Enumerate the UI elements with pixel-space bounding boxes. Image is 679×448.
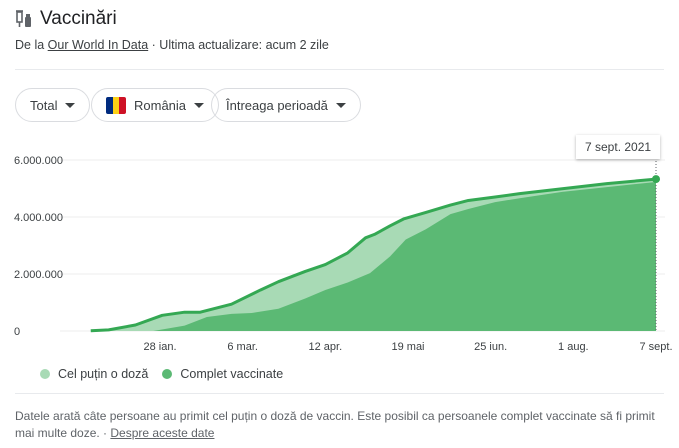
source-line: De la Our World In Data · Ultima actuali… bbox=[15, 38, 329, 52]
about-data-link[interactable]: Despre aceste date bbox=[110, 426, 215, 440]
country-dropdown[interactable]: România bbox=[91, 88, 220, 122]
y-tick-label: 4.000.000 bbox=[14, 212, 63, 224]
period-label: Întreaga perioadă bbox=[226, 97, 328, 113]
x-tick-label: 1 aug. bbox=[558, 341, 589, 353]
caret-down-icon bbox=[65, 102, 76, 108]
vaccination-chart: 0 2.000.000 4.000.000 6.000.000 28 ian. 6 mar… bbox=[14, 155, 673, 353]
caret-down-icon bbox=[335, 102, 346, 108]
source-prefix: De la bbox=[15, 38, 45, 52]
y-tick-label: 2.000.000 bbox=[14, 269, 63, 281]
legend-item-fully-vaccinated: Complet vaccinate bbox=[162, 367, 283, 381]
last-updated: · Ultima actualizare: acum 2 zile bbox=[151, 38, 329, 52]
legend: Cel puțin o doză Complet vaccinate bbox=[40, 367, 283, 381]
hover-point bbox=[652, 175, 660, 184]
footer-text: Datele arată câte persoane au primit cel… bbox=[15, 409, 655, 440]
y-tick-label: 6.000.000 bbox=[14, 155, 63, 167]
divider bbox=[15, 69, 664, 70]
footer-note: Datele arată câte persoane au primit cel… bbox=[15, 409, 655, 440]
x-tick-label: 12 apr. bbox=[309, 341, 343, 353]
metric-label: Total bbox=[30, 97, 58, 113]
legend-item-first-dose: Cel puțin o doză bbox=[40, 367, 148, 381]
series-area-1 bbox=[153, 181, 656, 331]
divider bbox=[15, 393, 664, 394]
metric-dropdown[interactable]: Total bbox=[15, 88, 91, 122]
country-label: România bbox=[134, 97, 187, 113]
date-tooltip: 7 sept. 2021 bbox=[576, 135, 661, 159]
x-tick-label: 28 ian. bbox=[143, 341, 176, 353]
x-tick-label: 6 mar. bbox=[227, 341, 258, 353]
romania-flag-icon bbox=[106, 96, 126, 114]
card-title: Vaccinări bbox=[14, 8, 117, 30]
x-tick-label: 7 sept. bbox=[639, 341, 672, 353]
vaccine-icon bbox=[16, 10, 31, 27]
x-tick-label: 25 iun. bbox=[474, 341, 507, 353]
title-text: Vaccinări bbox=[40, 8, 117, 29]
source-link[interactable]: Our World In Data bbox=[47, 38, 149, 52]
series-line-first-dose bbox=[90, 177, 657, 333]
caret-down-icon bbox=[194, 102, 205, 108]
period-dropdown[interactable]: Întreaga perioadă bbox=[211, 88, 361, 122]
x-tick-label: 19 mai bbox=[391, 341, 424, 353]
y-tick-label: 0 bbox=[14, 326, 20, 338]
